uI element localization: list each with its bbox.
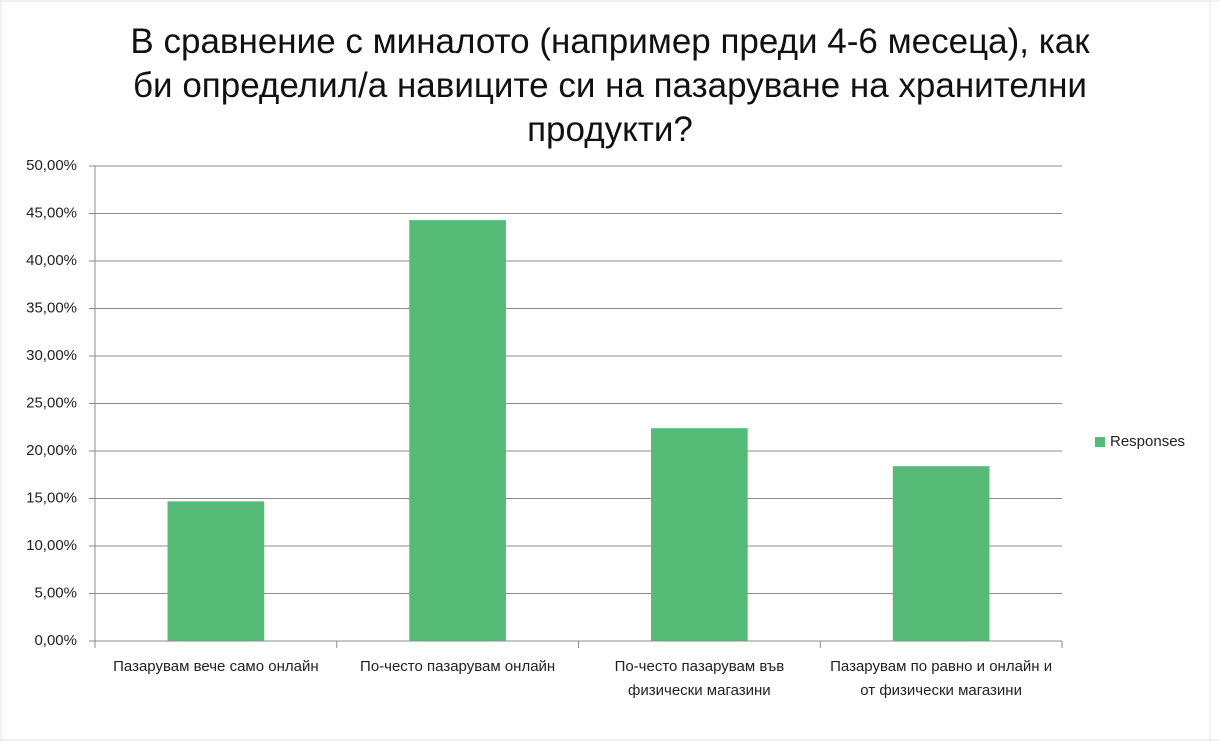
y-tick-label: 50,00% — [26, 157, 77, 174]
x-tick-label: Пазарувам по равно и онлайн и от физичес… — [830, 658, 1053, 699]
y-tick-label: 15,00% — [26, 489, 77, 506]
y-tick-label: 0,00% — [34, 632, 77, 649]
y-tick-label: 30,00% — [26, 347, 77, 364]
x-tick-label: По-често пазарувам онлайн — [360, 658, 556, 675]
y-tick-label: 20,00% — [26, 442, 77, 459]
x-tick-label: По-често пазарувам във физически магазин… — [614, 658, 785, 699]
legend-swatch — [1095, 437, 1105, 447]
bar — [651, 428, 748, 641]
legend-label: Responses — [1110, 433, 1185, 450]
y-tick-label: 45,00% — [26, 204, 77, 221]
bar — [892, 466, 990, 641]
bar — [167, 501, 265, 641]
bar — [409, 220, 506, 641]
y-tick-label: 10,00% — [26, 537, 77, 554]
y-tick-label: 35,00% — [26, 299, 77, 316]
y-tick-label: 40,00% — [26, 252, 77, 269]
chart-title: В сравнение с миналото (например преди 4… — [130, 22, 1090, 149]
x-tick-label: Пазарувам вече само онлайн — [113, 658, 319, 675]
y-tick-label: 25,00% — [26, 394, 77, 411]
y-tick-label: 5,00% — [34, 584, 77, 601]
